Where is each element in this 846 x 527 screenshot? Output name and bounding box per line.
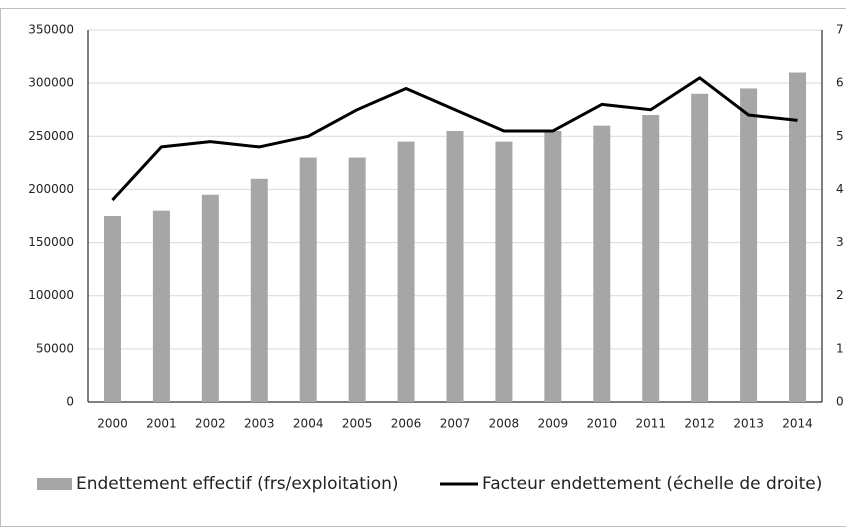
x-tick-label: 2001 xyxy=(146,417,177,431)
bar xyxy=(593,125,611,403)
y2-tick-label: 1 xyxy=(836,341,844,355)
x-tick-label: 2005 xyxy=(342,417,373,431)
y2-tick-label: 2 xyxy=(836,288,844,302)
y2-tick-label: 7 xyxy=(836,23,844,37)
bar xyxy=(348,157,366,402)
x-tick-label: 2014 xyxy=(782,417,813,431)
chart-border xyxy=(0,8,846,527)
bar xyxy=(642,115,660,403)
bar xyxy=(250,178,268,402)
x-tick-label: 2009 xyxy=(538,417,569,431)
y-tick-label: 100000 xyxy=(28,288,74,302)
y-tick-label: 150000 xyxy=(28,235,74,249)
bar xyxy=(201,194,219,402)
bar xyxy=(789,72,807,402)
x-tick-label: 2007 xyxy=(440,417,471,431)
line xyxy=(111,76,798,202)
legend-label: Facteur endettement (échelle de droite) xyxy=(482,474,822,494)
x-tick-label: 2010 xyxy=(587,417,618,431)
y-tick-label: 0 xyxy=(66,395,74,409)
x-tick-label: 2003 xyxy=(244,417,275,431)
bar xyxy=(299,157,317,402)
x-tick-label: 2012 xyxy=(684,417,715,431)
bar xyxy=(397,141,415,402)
x-tick-label: 2006 xyxy=(391,417,422,431)
y-tick-label: 350000 xyxy=(28,23,74,37)
y-tick-label: 200000 xyxy=(28,182,74,196)
y-tick-label: 300000 xyxy=(28,76,74,90)
legend-label: Endettement effectif (frs/exploitation) xyxy=(76,474,399,494)
x-tick-label: 2000 xyxy=(97,417,128,431)
legend-swatch xyxy=(37,478,72,490)
bar xyxy=(544,130,562,402)
y-tick-label: 50000 xyxy=(36,341,74,355)
x-tick-label: 2008 xyxy=(489,417,520,431)
x-tick-label: 2004 xyxy=(293,417,324,431)
y2-tick-label: 5 xyxy=(836,129,844,143)
y2-tick-label: 3 xyxy=(836,235,844,249)
bar xyxy=(103,216,121,402)
y2-tick-label: 4 xyxy=(836,182,844,196)
x-tick-label: 2013 xyxy=(733,417,764,431)
bar xyxy=(740,88,758,402)
y2-tick-label: 6 xyxy=(836,76,844,90)
bar xyxy=(495,141,513,402)
y-tick-label: 250000 xyxy=(28,129,74,143)
x-tick-label: 2002 xyxy=(195,417,226,431)
y2-tick-label: 0 xyxy=(836,395,844,409)
bar xyxy=(152,210,170,402)
bar xyxy=(691,93,709,403)
x-tick-label: 2011 xyxy=(635,417,666,431)
bar xyxy=(446,130,464,402)
